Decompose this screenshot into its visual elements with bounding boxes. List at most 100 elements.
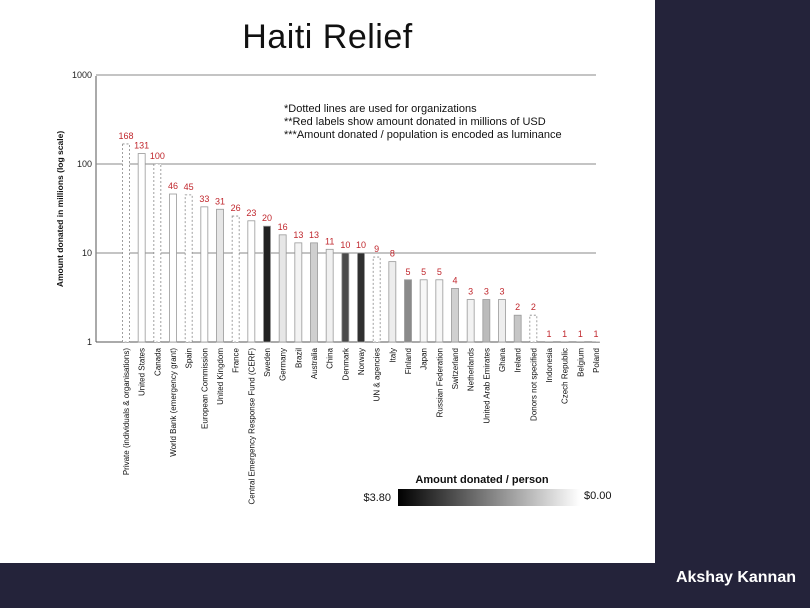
x-tick-label: Ghana <box>498 347 507 372</box>
bar-value-label: 9 <box>374 244 379 254</box>
bar <box>466 299 475 343</box>
bar <box>184 194 193 343</box>
bar-value-label: 100 <box>150 151 165 161</box>
bar-value-label: 11 <box>325 236 334 246</box>
bar <box>388 261 397 343</box>
y-tick-label: 100 <box>77 159 92 169</box>
chart-note: *Dotted lines are used for organizations <box>284 103 477 115</box>
bar <box>482 299 491 343</box>
bar <box>357 252 365 343</box>
bar-value-label: 13 <box>309 230 319 240</box>
legend-gradient-bar <box>398 489 580 506</box>
chart-note: ***Amount donated / population is encode… <box>284 129 562 141</box>
bar-value-label: 3 <box>484 287 489 297</box>
x-tick-label: European Commission <box>200 348 209 429</box>
bar-value-label: 2 <box>515 302 520 312</box>
bar <box>231 215 240 343</box>
x-tick-label: Ireland <box>514 348 523 372</box>
bar <box>325 248 334 343</box>
bar <box>216 208 224 343</box>
bar-chart: 1 10 100 1000 Amount donated in millions (lo… <box>55 70 612 506</box>
bar-value-label: 10 <box>340 240 350 250</box>
y-tick-label: 10 <box>82 248 92 258</box>
y-tick-label: 1 <box>87 337 92 347</box>
bar-value-label: 23 <box>246 208 256 218</box>
x-tick-label: United Kingdom <box>216 348 225 405</box>
bar <box>122 143 130 343</box>
bar-value-label: 1 <box>593 329 598 339</box>
x-tick-label: Russian Federation <box>435 348 444 417</box>
bar-value-label: 20 <box>262 213 272 223</box>
bar <box>137 153 146 343</box>
bar-value-label: 4 <box>452 275 457 285</box>
bar <box>419 279 428 343</box>
bar-value-label: 5 <box>437 267 442 277</box>
bar-value-label: 26 <box>231 203 241 213</box>
bar-value-label: 2 <box>531 302 536 312</box>
bar-value-label: 5 <box>405 267 410 277</box>
bar <box>310 242 318 343</box>
bottom-decor-band <box>0 563 810 608</box>
x-tick-label: Sweden <box>263 348 272 377</box>
bar <box>435 279 444 343</box>
bar-value-label: 3 <box>468 287 473 297</box>
legend-max-label: $0.00 <box>584 490 612 502</box>
bar <box>404 279 412 343</box>
x-tick-label: Spain <box>185 348 194 368</box>
bar-value-label: 1 <box>578 329 583 339</box>
bar-value-label: 131 <box>134 141 149 151</box>
bar-value-label: 45 <box>184 182 194 192</box>
bar <box>247 220 256 343</box>
x-tick-label: Central Emergency Response Fund (CERF) <box>247 348 256 505</box>
bar <box>341 252 350 343</box>
bar-value-label: 46 <box>168 181 178 191</box>
bar <box>451 288 459 343</box>
bar-value-label: 10 <box>356 240 366 250</box>
bar <box>513 314 522 343</box>
bar-value-label: 1 <box>562 329 567 339</box>
x-tick-label: Brazil <box>294 348 303 368</box>
right-decor-band <box>655 0 810 608</box>
bar-value-label: 16 <box>278 222 288 232</box>
bar <box>200 206 209 343</box>
bar <box>153 163 162 343</box>
x-tick-label: France <box>232 347 241 372</box>
legend-min-label: $3.80 <box>363 492 391 504</box>
x-tick-label: Australia <box>310 347 319 379</box>
x-tick-label: Poland <box>592 348 601 373</box>
y-axis-label: Amount donated in millions (log scale) <box>55 131 65 287</box>
bar-value-label: 3 <box>499 287 504 297</box>
chart-note: **Red labels show amount donated in mill… <box>284 116 546 128</box>
bar <box>263 225 271 343</box>
bar-value-label: 33 <box>199 194 209 204</box>
x-tick-label: Canada <box>153 347 162 376</box>
bar-value-label: 31 <box>215 196 225 206</box>
legend-title: Amount donated / person <box>415 474 549 486</box>
bar-value-label: 1 <box>546 329 551 339</box>
bar-value-label: 168 <box>118 131 133 141</box>
x-tick-label: Belgium <box>576 348 585 377</box>
bar-value-label: 13 <box>293 230 303 240</box>
x-tick-label: Indonesia <box>545 347 554 382</box>
x-tick-label: United States <box>138 348 147 396</box>
bar <box>545 341 553 343</box>
x-tick-label: World Bank (emergency grant) <box>169 348 178 457</box>
x-tick-label: Italy <box>388 348 397 363</box>
x-tick-label: Norway <box>357 348 366 375</box>
bar <box>372 256 381 343</box>
x-tick-label: UN & agencies <box>373 348 382 401</box>
bar <box>576 341 585 343</box>
x-tick-label: Finland <box>404 348 413 374</box>
author-name: Akshay Kannan <box>675 569 796 586</box>
x-tick-label: Switzerland <box>451 348 460 389</box>
x-tick-label: Czech Republic <box>561 348 570 404</box>
bar <box>560 341 569 343</box>
bar <box>529 314 538 343</box>
x-tick-label: United Arab Emirates <box>482 348 491 424</box>
x-tick-label: Denmark <box>341 347 350 380</box>
bar <box>278 234 287 343</box>
x-tick-label: Germany <box>279 348 288 381</box>
x-tick-label: China <box>326 347 335 368</box>
x-tick-label: Netherlands <box>467 348 476 391</box>
bar-value-label: 8 <box>390 249 395 259</box>
